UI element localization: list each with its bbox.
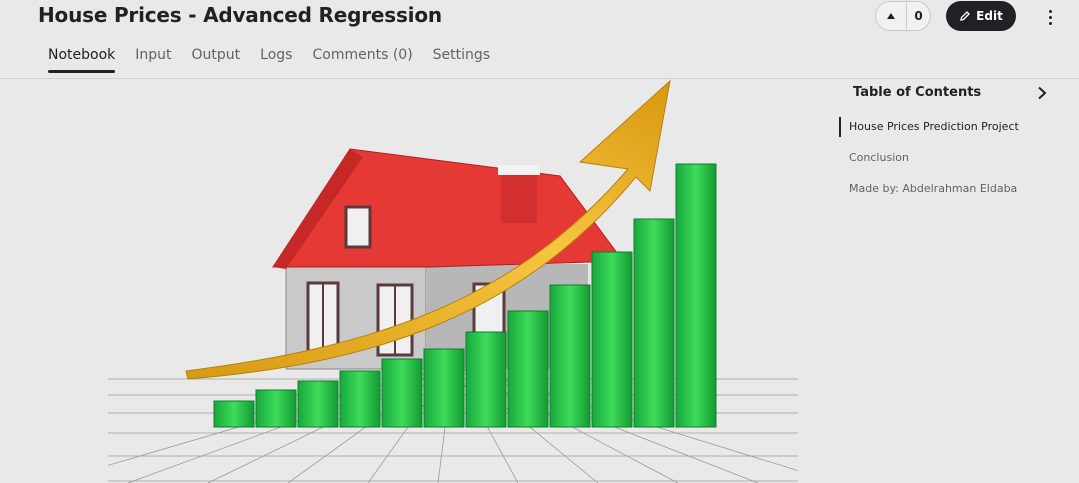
- tab-input[interactable]: Input: [135, 47, 172, 63]
- growth-bars: [213, 163, 717, 428]
- toc-item-project[interactable]: House Prices Prediction Project: [839, 117, 1069, 137]
- toc-item-conclusion[interactable]: Conclusion: [849, 151, 909, 164]
- vote-count: 0: [914, 9, 923, 23]
- chimney: [501, 171, 537, 223]
- tab-notebook[interactable]: Notebook: [48, 47, 116, 73]
- tab-output[interactable]: Output: [191, 47, 241, 63]
- toc-title: Table of Contents: [853, 85, 982, 100]
- vote-widget[interactable]: 0: [875, 1, 931, 31]
- toc-item-author[interactable]: Made by: Abdelrahman Eldaba: [849, 182, 1018, 195]
- notebook-title: House Prices - Advanced Regression: [38, 3, 442, 27]
- toc-list: House Prices Prediction Project Conclusi…: [839, 117, 1069, 210]
- pencil-icon: [960, 11, 971, 21]
- tab-comments[interactable]: Comments (0): [312, 47, 413, 63]
- upvote-button[interactable]: [876, 2, 907, 30]
- tabs-divider: [0, 78, 1079, 79]
- upvote-triangle-icon: [887, 13, 895, 19]
- tab-settings[interactable]: Settings: [432, 47, 491, 63]
- window: [344, 205, 372, 249]
- chevron-right-icon[interactable]: [1035, 86, 1049, 100]
- edit-button[interactable]: Edit: [946, 1, 1016, 31]
- tab-logs[interactable]: Logs: [260, 47, 293, 63]
- growth-arrow: [185, 79, 671, 380]
- more-vertical-icon[interactable]: [1043, 7, 1057, 27]
- edit-button-label: Edit: [976, 9, 1003, 23]
- notebook-tabs: Notebook Input Output Logs Comments (0) …: [48, 47, 510, 73]
- house-price-growth-illustration: [108, 79, 798, 483]
